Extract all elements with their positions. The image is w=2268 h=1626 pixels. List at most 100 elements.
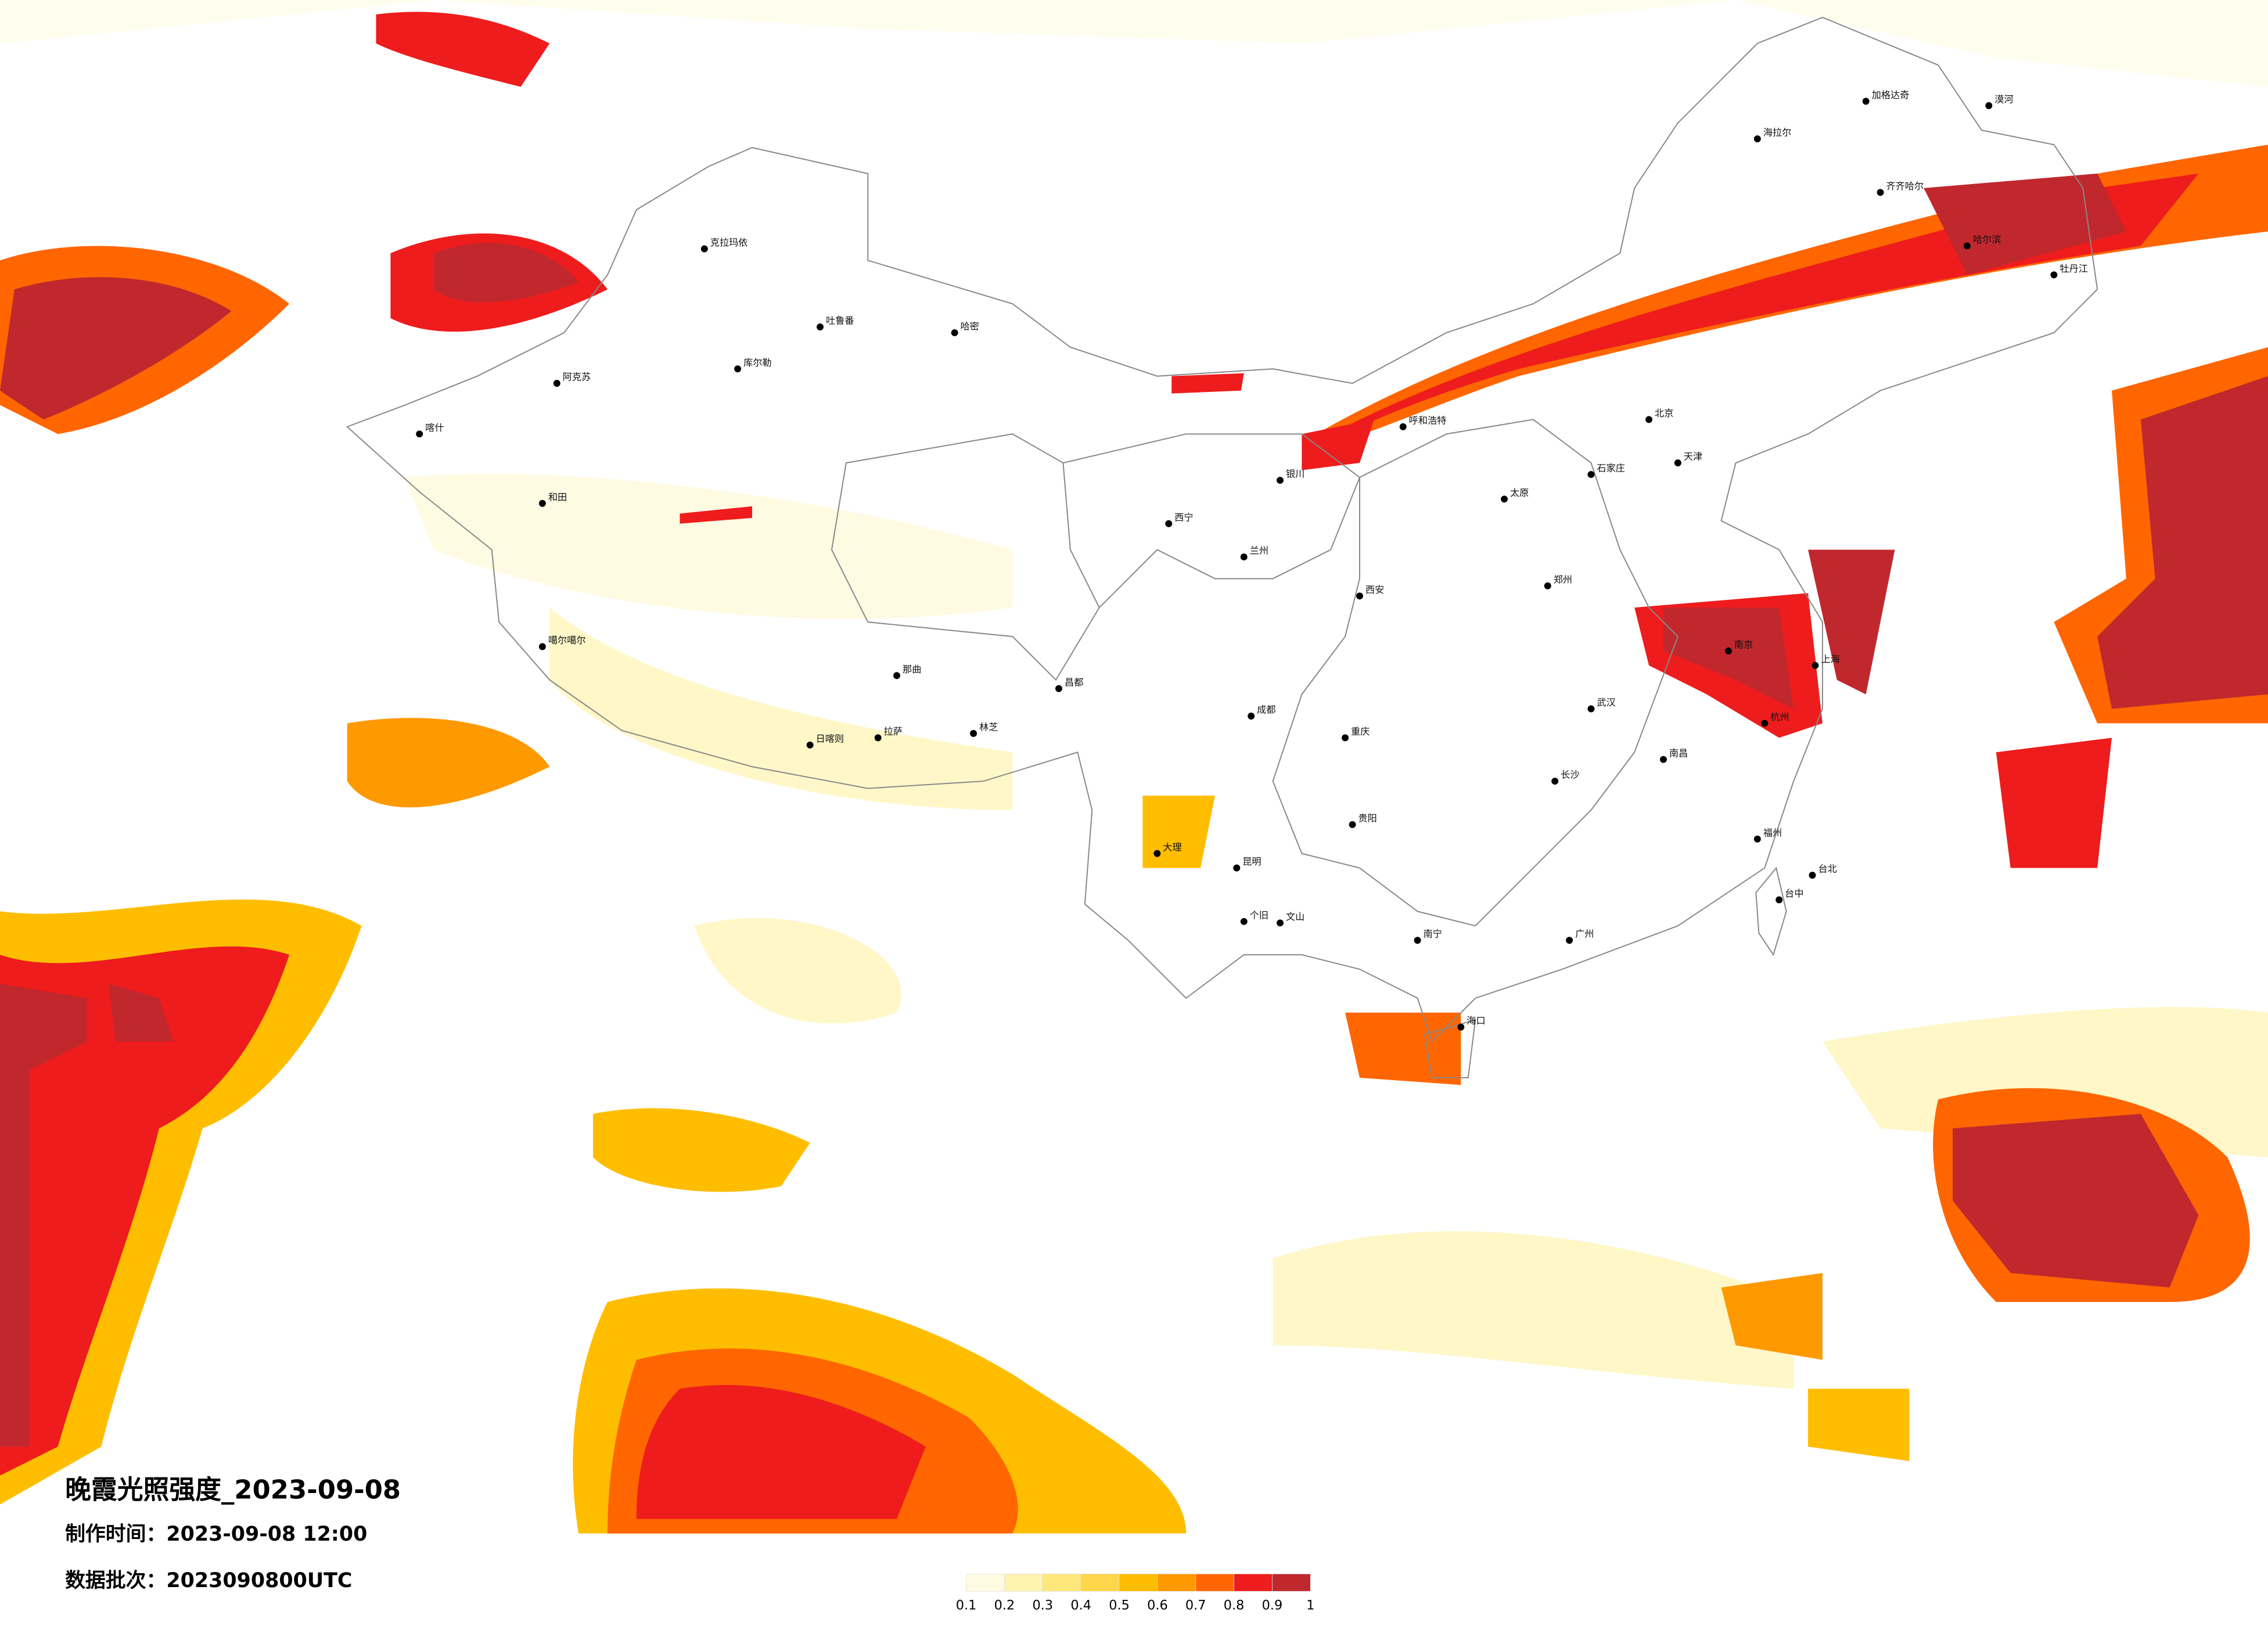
- city-dot: [951, 329, 958, 336]
- city-label: 哈密: [961, 321, 979, 332]
- city-label: 加格达奇: [1872, 89, 1910, 100]
- data-batch: 数据批次：2023090800UTC: [65, 1569, 352, 1592]
- city-dot: [1551, 778, 1559, 785]
- city-label: 南宁: [1424, 929, 1442, 940]
- city-dot: [1877, 189, 1884, 196]
- legend-swatch: [1004, 1573, 1043, 1592]
- city-dot: [538, 499, 546, 507]
- city-dot: [1349, 821, 1356, 828]
- city-dot: [1457, 1023, 1465, 1031]
- city-label: 太原: [1510, 487, 1529, 498]
- city-dot: [1587, 705, 1595, 713]
- city-dot: [817, 323, 824, 330]
- legend-tick-label: 0.7: [1185, 1598, 1206, 1613]
- city-dot: [2050, 271, 2058, 279]
- made-time: 制作时间：2023-09-08 12:00: [65, 1523, 367, 1546]
- city-dot: [1414, 937, 1421, 944]
- city-label: 台北: [1818, 864, 1836, 875]
- city-dot: [1240, 918, 1248, 925]
- city-label: 杭州: [1770, 711, 1789, 722]
- city-dot: [1660, 756, 1667, 763]
- legend-tick-label: 0.2: [994, 1598, 1015, 1613]
- city-dot: [1342, 734, 1349, 742]
- map-title: 晚霞光照强度_2023-09-08: [65, 1474, 401, 1505]
- legend-tick-label: 0.8: [1224, 1598, 1245, 1613]
- city-dot: [1248, 713, 1255, 720]
- legend-swatch: [1119, 1573, 1158, 1592]
- city-label: 哈尔滨: [1973, 234, 2001, 245]
- city-label: 银川: [1286, 469, 1304, 480]
- city-dot: [1277, 477, 1284, 484]
- city-label: 昆明: [1242, 856, 1261, 867]
- city-label: 林芝: [979, 722, 998, 733]
- city-dot: [1964, 242, 1971, 250]
- city-label: 阿克苏: [563, 372, 591, 383]
- city-label: 库尔勒: [743, 357, 772, 368]
- city-dot: [700, 245, 708, 253]
- city-dot: [970, 730, 977, 737]
- legend-swatch: [1195, 1573, 1234, 1592]
- city-label: 重庆: [1351, 726, 1370, 737]
- city-label: 噶尔噶尔: [548, 635, 586, 646]
- city-label: 台中: [1785, 888, 1803, 899]
- city-dot: [734, 365, 742, 373]
- city-dot: [1645, 416, 1653, 423]
- city-label: 南京: [1734, 639, 1753, 650]
- city-label: 日喀则: [816, 733, 844, 744]
- legend-swatch: [1272, 1573, 1311, 1592]
- legend-tick-label: 0.3: [1033, 1598, 1054, 1613]
- city-label: 个旧: [1250, 909, 1268, 920]
- city-dot: [538, 643, 546, 650]
- city-dot: [1165, 520, 1173, 527]
- city-label: 漠河: [1994, 93, 2013, 105]
- legend-tick-label: 1: [1306, 1598, 1314, 1613]
- city-dot: [806, 741, 814, 749]
- city-label: 上海: [1821, 653, 1839, 664]
- city-label: 海口: [1467, 1015, 1485, 1026]
- city-dot: [1240, 553, 1248, 561]
- city-dot: [1233, 864, 1241, 872]
- city-dot: [1862, 98, 1870, 105]
- city-dot: [1811, 661, 1819, 669]
- city-label: 齐齐哈尔: [1886, 181, 1924, 192]
- legend-swatch: [1042, 1573, 1081, 1592]
- legend-tick-label: 0.4: [1070, 1598, 1091, 1613]
- city-label: 武汉: [1597, 697, 1615, 708]
- city-label: 拉萨: [884, 726, 903, 737]
- legend-swatch: [1234, 1573, 1273, 1592]
- city-label: 贵阳: [1358, 812, 1377, 823]
- city-label: 南昌: [1669, 747, 1688, 758]
- legend-tick-label: 0.5: [1109, 1598, 1130, 1613]
- legend-swatch: [1157, 1573, 1196, 1592]
- city-dot: [1775, 896, 1783, 904]
- city-label: 广州: [1575, 929, 1594, 940]
- city-dot: [1587, 471, 1595, 479]
- city-dot: [553, 380, 560, 387]
- city-dot: [1501, 495, 1508, 503]
- city-label: 呼和浩特: [1409, 415, 1447, 426]
- city-dot: [1566, 937, 1573, 944]
- city-label: 喀什: [425, 422, 444, 433]
- city-dot: [1809, 872, 1816, 879]
- city-dot: [1399, 423, 1407, 430]
- city-label: 牡丹江: [2059, 263, 2088, 274]
- legend-tick-label: 0.1: [956, 1598, 977, 1613]
- city-label: 西宁: [1174, 512, 1193, 523]
- legend-swatch: [966, 1573, 1005, 1592]
- city-label: 石家庄: [1597, 463, 1625, 474]
- city-dot: [1674, 459, 1681, 467]
- city-label: 福州: [1763, 827, 1782, 838]
- legend-swatch: [1080, 1573, 1120, 1592]
- city-dot: [416, 430, 423, 438]
- city-label: 北京: [1655, 408, 1673, 419]
- city-dot: [1153, 850, 1161, 857]
- city-label: 吐鲁番: [826, 315, 854, 326]
- city-dot: [1277, 919, 1284, 927]
- city-label: 文山: [1286, 911, 1304, 922]
- city-dot: [874, 734, 882, 742]
- city-dot: [1725, 647, 1733, 654]
- heat-layer: [0, 0, 2268, 1534]
- city-label: 海拉尔: [1763, 127, 1792, 138]
